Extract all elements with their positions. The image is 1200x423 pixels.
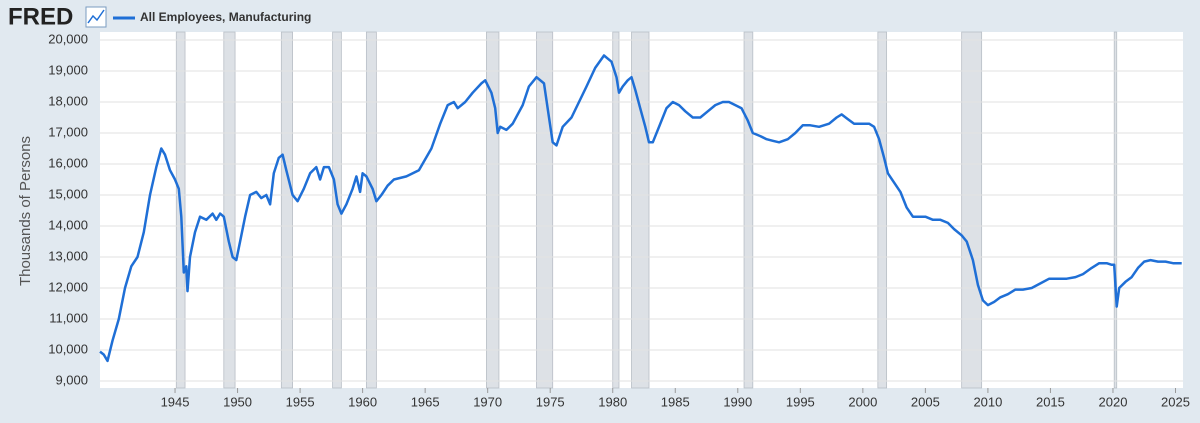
y-tick-label: 11,000 [49, 310, 88, 325]
x-tick-label: 1985 [661, 394, 690, 409]
y-tick-label: 12,000 [48, 279, 88, 294]
legend-label: All Employees, Manufacturing [140, 10, 311, 24]
y-tick-label: 18,000 [48, 93, 88, 108]
x-tick-label: 2010 [973, 394, 1002, 409]
x-tick-label: 2020 [1099, 394, 1128, 409]
line-series [99, 54, 1182, 363]
y-tick-label: 17,000 [48, 124, 88, 139]
x-tick-label: 1975 [536, 394, 565, 409]
y-tick-label: 14,000 [48, 217, 88, 232]
x-tick-label: 1945 [161, 394, 190, 409]
x-tick-label: 1970 [473, 394, 502, 409]
x-tick-label: 1990 [723, 394, 752, 409]
recession-band [332, 31, 342, 389]
logo-icon [85, 6, 107, 28]
recession-band [223, 31, 236, 389]
recession-band [877, 31, 888, 389]
recession-band [365, 31, 377, 389]
x-tick-label: 1995 [786, 394, 815, 409]
y-axis-label: Thousands of Persons [17, 136, 34, 286]
x-tick-label: 1950 [223, 394, 252, 409]
recession-band [743, 31, 754, 389]
logo-icon-line [87, 9, 105, 24]
x-tick-label: 1965 [411, 394, 440, 409]
y-tick-label: 15,000 [48, 186, 88, 201]
y-tick-label: 10,000 [48, 341, 88, 356]
y-tick-label: 9,000 [55, 372, 88, 387]
x-tick-label: 1955 [286, 394, 315, 409]
y-tick-label: 16,000 [48, 155, 88, 170]
x-tick-label: 2005 [911, 394, 940, 409]
y-tick-label: 19,000 [48, 62, 88, 77]
recession-band [280, 31, 293, 389]
x-tick-label: 1960 [348, 394, 377, 409]
y-tick-label: 20,000 [48, 31, 88, 46]
x-tick-label: 1980 [598, 394, 627, 409]
logo: FRED [8, 3, 73, 30]
y-tick-label: 13,000 [48, 248, 88, 263]
x-tick-label: 2015 [1036, 394, 1065, 409]
x-tick-label: 2000 [848, 394, 877, 409]
recession-band [961, 31, 983, 389]
x-tick-label: 2025 [1161, 394, 1190, 409]
recession-band [1113, 31, 1118, 389]
recession-band [612, 31, 620, 389]
